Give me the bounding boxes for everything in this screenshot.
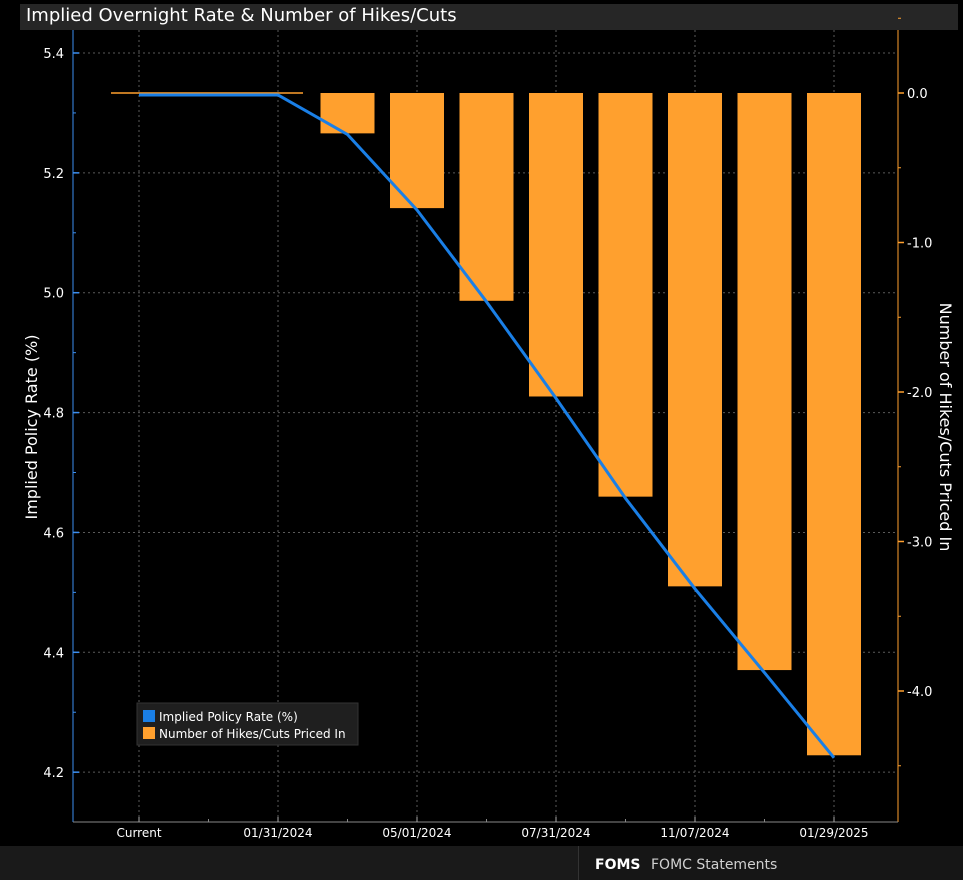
rate-line bbox=[139, 93, 836, 759]
bar bbox=[737, 93, 792, 671]
bar bbox=[529, 93, 583, 397]
left-axis-title: Implied Policy Rate (%) bbox=[22, 334, 41, 519]
left-tick-label: 5.2 bbox=[43, 167, 64, 182]
left-tick-label: 4.4 bbox=[43, 646, 64, 661]
x-tick-label: 01/29/2025 bbox=[799, 826, 868, 840]
function-tab[interactable]: FOMS FOMC Statements bbox=[578, 846, 963, 880]
right-axis-title: Number of Hikes/Cuts Priced In bbox=[936, 303, 955, 552]
x-tick-label: 07/31/2024 bbox=[521, 826, 590, 840]
left-tick-label: 5.0 bbox=[43, 287, 64, 302]
left-tick-label: 4.6 bbox=[43, 526, 64, 541]
right-tick-label: -3.0 bbox=[907, 536, 932, 551]
bar bbox=[459, 93, 514, 301]
right-tick-label: 0.0 bbox=[907, 87, 928, 102]
legend-swatch-rate bbox=[143, 710, 155, 722]
left-tick-label: 4.2 bbox=[43, 766, 64, 781]
legend-label-rate: Implied Policy Rate (%) bbox=[159, 710, 298, 724]
x-tick-label: 01/31/2024 bbox=[243, 826, 312, 840]
bar bbox=[598, 93, 653, 497]
chart-canvas: 5.4 5.2 5.0 4.8 4.6 4.4 4.2 0.0 -1.0 -2.0 -3.0 -4.0… bbox=[22, 17, 955, 840]
x-tick-label: 05/01/2024 bbox=[382, 826, 451, 840]
bar bbox=[807, 93, 861, 756]
bar bbox=[320, 93, 375, 134]
x-tick-label: Current bbox=[116, 826, 161, 840]
left-tick-label: 5.4 bbox=[43, 47, 64, 62]
bar bbox=[668, 93, 722, 587]
chart-title-bar: Implied Overnight Rate & Number of Hikes… bbox=[20, 4, 958, 30]
legend-label-bars: Number of Hikes/Cuts Priced In bbox=[159, 727, 346, 741]
right-tick-label: -1.0 bbox=[907, 237, 932, 252]
function-code: FOMS bbox=[595, 857, 641, 873]
x-tick-label: 11/07/2024 bbox=[660, 826, 729, 840]
legend-box bbox=[136, 702, 359, 746]
left-tick-label: 4.8 bbox=[43, 407, 64, 422]
legend-swatch-bars bbox=[143, 727, 155, 739]
function-bar: FOMS FOMC Statements bbox=[0, 846, 963, 880]
right-tick-label: -2.0 bbox=[907, 386, 932, 401]
function-name: FOMC Statements bbox=[651, 857, 778, 873]
chart-title: Implied Overnight Rate & Number of Hikes… bbox=[26, 5, 457, 26]
right-tick-label: -4.0 bbox=[907, 685, 932, 700]
